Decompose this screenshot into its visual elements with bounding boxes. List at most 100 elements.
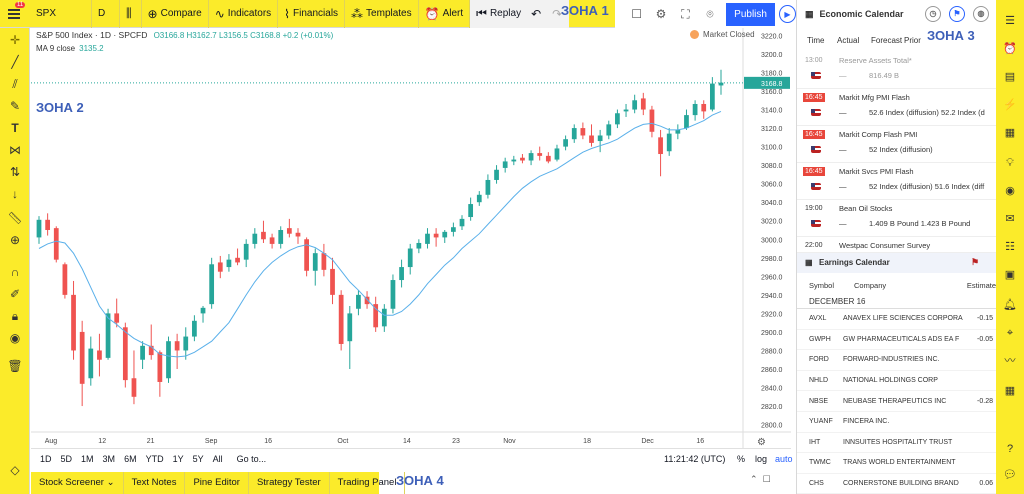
trendline-icon[interactable]: ╱ bbox=[11, 55, 19, 69]
crosshair-icon[interactable]: ✛ bbox=[9, 33, 21, 47]
candle-body bbox=[356, 294, 361, 309]
earnings-row[interactable]: YUANF FINCERA INC. bbox=[797, 412, 996, 433]
snapshot-button[interactable]: ⌾ bbox=[698, 0, 722, 28]
clock[interactable]: 11:21:42 (UTC) bbox=[664, 453, 726, 464]
eye-icon[interactable]: ◉ bbox=[9, 331, 21, 345]
watchlist-icon[interactable]: ☰ bbox=[1005, 15, 1015, 27]
indicators-button[interactable]: ∿ Indicators bbox=[209, 0, 279, 28]
candle-body bbox=[692, 103, 698, 116]
symbol-search-button[interactable]: SPX bbox=[30, 0, 92, 28]
range-ytd[interactable]: YTD bbox=[145, 453, 164, 464]
tab-trading-panel[interactable]: Trading Panel bbox=[330, 472, 406, 494]
event-name: Bean Oil Stocks bbox=[839, 204, 893, 213]
range-all[interactable]: All bbox=[212, 453, 223, 464]
ma-legend[interactable]: MA 9 close 3135.2 bbox=[36, 44, 104, 53]
layout-button[interactable]: ☐ bbox=[624, 0, 648, 28]
chart-type-button[interactable]: ⫼ bbox=[120, 0, 142, 28]
tab-text-notes[interactable]: Text Notes bbox=[124, 472, 186, 494]
auto-toggle[interactable]: auto bbox=[775, 453, 793, 464]
magnet-icon[interactable]: ∩ bbox=[10, 265, 20, 279]
prediction-icon[interactable]: ⇅ bbox=[9, 165, 21, 179]
alerts-icon[interactable]: ⏰ bbox=[1003, 43, 1017, 55]
replay-button[interactable]: ⏮ Replay bbox=[470, 0, 528, 28]
history-icon[interactable]: ◷ bbox=[925, 6, 941, 22]
earnings-row[interactable]: CHS CORNERSTONE BUILDING BRAND 0.06 bbox=[797, 474, 996, 494]
calendar-icon[interactable]: ▦ bbox=[1004, 127, 1016, 139]
range-5d[interactable]: 5D bbox=[60, 453, 73, 464]
earnings-row[interactable]: AVXL ANAVEX LIFE SCIENCES CORPORA -0.15 bbox=[797, 309, 996, 330]
log-toggle[interactable]: log bbox=[755, 453, 768, 464]
earnings-row[interactable]: FORD FORWARD-INDUSTRIES INC. bbox=[797, 350, 996, 371]
redo-button[interactable]: ↷ bbox=[548, 0, 570, 28]
publish-button[interactable]: Publish bbox=[726, 2, 775, 26]
text-tool-icon[interactable]: T bbox=[11, 121, 19, 135]
calendar-event[interactable]: 22:00 Westpac Consumer Survey bbox=[797, 237, 996, 253]
range-1d[interactable]: 1D bbox=[40, 453, 52, 464]
range-5y[interactable]: 5Y bbox=[192, 453, 204, 464]
streams-icon[interactable]: ◉ bbox=[1005, 185, 1015, 197]
fib-icon[interactable]: ⫽ bbox=[12, 77, 18, 91]
templates-button[interactable]: ⁂ Templates bbox=[345, 0, 419, 28]
range-3m[interactable]: 3M bbox=[102, 453, 116, 464]
signals-icon[interactable]: 〰 bbox=[1004, 355, 1016, 367]
filter-icon[interactable]: ⚑ bbox=[949, 6, 965, 22]
calendar-event[interactable]: 19:00 Bean Oil Stocks — 1.409 B Pound 1.423… bbox=[797, 200, 996, 237]
financials-button[interactable]: ⌇ Financials bbox=[278, 0, 346, 28]
arrow-down-icon[interactable]: ↓ bbox=[12, 187, 18, 201]
earnings-row[interactable]: IHT INNSUITES HOSPITALITY TRUST bbox=[797, 433, 996, 454]
ruler-icon[interactable]: 📏︎ bbox=[7, 211, 23, 225]
trash-icon[interactable]: 🗑︎ bbox=[7, 359, 23, 373]
gear-icon[interactable]: ⚙ bbox=[757, 437, 766, 448]
maximize-icon[interactable]: ☐ bbox=[762, 474, 771, 484]
calendar-event[interactable]: 16:45 Markit Mfg PMI Flash — 52.6 Index (di… bbox=[797, 89, 996, 126]
calendar-event[interactable]: 13:00 Reserve Assets Total* — 816.49 B bbox=[797, 52, 996, 89]
data-window-icon[interactable]: ▤ bbox=[1004, 71, 1016, 83]
earnings-header[interactable]: ▦ Earnings Calendar ⚑ bbox=[797, 253, 996, 273]
tab-stock-screener[interactable]: Stock Screener ⌄ bbox=[31, 472, 124, 494]
apps-icon[interactable]: ▦ bbox=[1004, 385, 1016, 397]
tab-strategy-tester[interactable]: Strategy Tester bbox=[249, 472, 330, 494]
hotlist-icon[interactable]: ⚡ bbox=[1003, 99, 1017, 111]
goto-button[interactable]: Go to... bbox=[236, 453, 267, 464]
range-6m[interactable]: 6M bbox=[124, 453, 137, 464]
earnings-row[interactable]: NHLD NATIONAL HOLDINGS CORP bbox=[797, 371, 996, 392]
range-1y[interactable]: 1Y bbox=[172, 453, 184, 464]
tab-pine-editor[interactable]: Pine Editor bbox=[185, 472, 249, 494]
brush-icon[interactable]: ✎ bbox=[9, 99, 21, 113]
undo-button[interactable]: ↶ bbox=[527, 0, 549, 28]
collapse-icon[interactable]: ⌃ bbox=[750, 474, 758, 484]
play-button[interactable]: ▶ bbox=[778, 5, 796, 23]
layers-icon[interactable]: ◇ bbox=[10, 463, 20, 477]
last-price-tag bbox=[744, 76, 790, 89]
pencil-lock-icon[interactable]: ✐ bbox=[9, 287, 21, 301]
globe-icon[interactable]: ◍ bbox=[973, 6, 989, 22]
help-icon[interactable]: ? bbox=[1006, 443, 1014, 455]
settings-button[interactable]: ⚙ bbox=[649, 0, 673, 28]
col-prior: Prior bbox=[904, 36, 921, 45]
chat-bubble-icon[interactable]: 💬︎ bbox=[1003, 469, 1017, 481]
lock-icon[interactable]: 🔒︎ bbox=[11, 309, 19, 323]
alert-button[interactable]: ⏰ Alert bbox=[419, 0, 471, 28]
notifications-icon[interactable]: 🔔︎ bbox=[1003, 299, 1017, 311]
percent-toggle[interactable]: % bbox=[737, 453, 746, 464]
calendar-event[interactable]: 16:45 Markit Svcs PMI Flash — 52 Index (dif… bbox=[797, 163, 996, 200]
screener-icon[interactable]: ⌖ bbox=[1006, 327, 1014, 339]
interval-button[interactable]: D bbox=[92, 0, 120, 28]
fullscreen-button[interactable]: ⛶ bbox=[673, 0, 697, 28]
price-chart[interactable]: 3220.0 3200.0 3180.0 3160.0 3140.0 3120.0 3100… bbox=[31, 28, 791, 448]
earnings-row[interactable]: TWMC TRANS WORLD ENTERTAINMENT bbox=[797, 453, 996, 474]
candle-body bbox=[537, 153, 543, 156]
chats-icon[interactable]: ✉ bbox=[1005, 213, 1015, 225]
main-menu-button[interactable]: 11 bbox=[0, 0, 30, 28]
compare-button[interactable]: ⊕ Compare bbox=[142, 0, 209, 28]
news-icon[interactable]: ▣ bbox=[1004, 269, 1016, 281]
ideas-icon[interactable]: 💡︎ bbox=[1006, 157, 1014, 169]
dom-icon[interactable]: ☷ bbox=[1005, 241, 1015, 253]
earnings-row[interactable]: NBSE NEUBASE THERAPEUTICS INC -0.28 bbox=[797, 391, 996, 412]
pattern-icon[interactable]: ⋈ bbox=[9, 143, 21, 157]
zoom-icon[interactable]: ⊕ bbox=[9, 233, 21, 247]
earnings-row[interactable]: GWPH GW PHARMACEUTICALS ADS EA F -0.05 bbox=[797, 330, 996, 351]
range-1m[interactable]: 1M bbox=[81, 453, 94, 464]
panel-controls[interactable]: ⌃ ☐ bbox=[750, 474, 771, 485]
calendar-event[interactable]: 16:45 Markit Comp Flash PMI — 52 Index (dif… bbox=[797, 126, 996, 163]
